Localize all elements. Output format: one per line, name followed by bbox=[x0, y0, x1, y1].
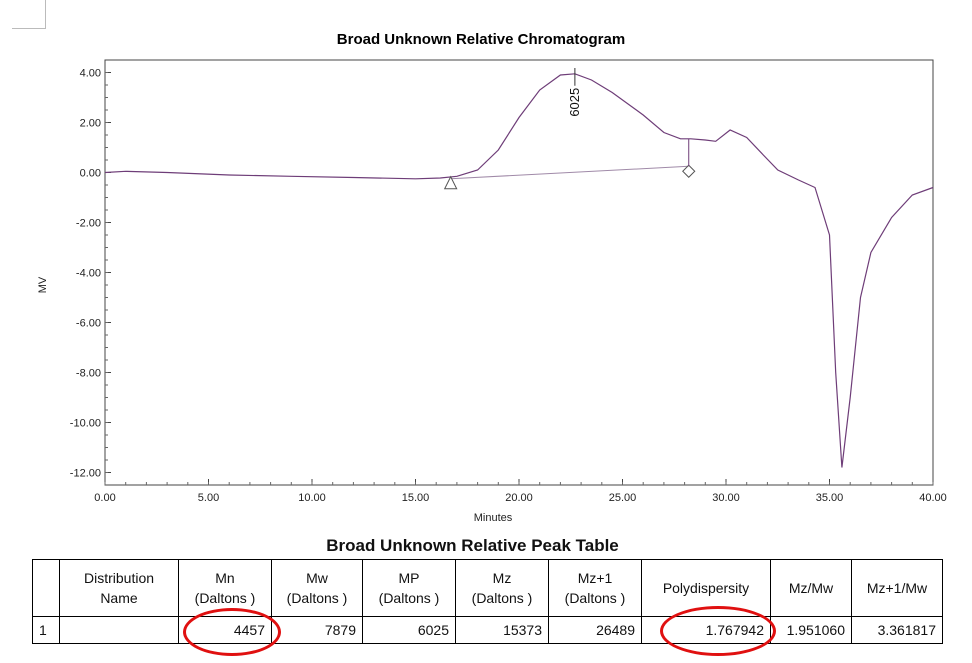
header-text: Distribution bbox=[83, 570, 155, 586]
peak-end-marker bbox=[682, 164, 696, 178]
cell-mw: 7879 bbox=[271, 616, 363, 644]
x-tick-label: 20.00 bbox=[505, 492, 533, 504]
table-header-row: Distribution Name Mn (Daltons ) Mw (Dalt… bbox=[32, 559, 943, 617]
header-mz1-mw: Mz+1/Mw bbox=[851, 559, 943, 617]
header-mn: Mn (Daltons ) bbox=[178, 559, 272, 617]
header-mz1: Mz+1 (Daltons ) bbox=[548, 559, 642, 617]
y-tick-labels: 4.00 2.00 0.00 -2.00 -4.00 -6.00 -8.00 -10.00 -1… bbox=[70, 68, 101, 480]
peak-baseline bbox=[450, 165, 689, 180]
cell-mp: 6025 bbox=[362, 616, 456, 644]
header-text: (Daltons ) bbox=[286, 590, 348, 606]
header-text: Mw bbox=[306, 570, 328, 586]
series-line bbox=[104, 73, 934, 468]
x-axis-label: Minutes bbox=[474, 512, 513, 524]
y-tick-label: 0.00 bbox=[80, 168, 101, 180]
header-index bbox=[32, 559, 60, 617]
y-tick-label: -10.00 bbox=[70, 418, 101, 430]
header-polydispersity: Polydispersity bbox=[641, 559, 771, 617]
x-tick-label: 0.00 bbox=[94, 492, 115, 504]
header-mz: Mz (Daltons ) bbox=[455, 559, 549, 617]
x-tick-label: 30.00 bbox=[712, 492, 740, 504]
header-mz-mw: Mz/Mw bbox=[770, 559, 852, 617]
x-tick-label: 15.00 bbox=[402, 492, 430, 504]
y-tick-label: -4.00 bbox=[76, 268, 101, 280]
cell-mn: 4457 bbox=[178, 616, 272, 644]
cell-mz-mw: 1.951060 bbox=[770, 616, 852, 644]
y-axis-label: MV bbox=[37, 276, 49, 293]
header-text: (Daltons ) bbox=[471, 590, 533, 606]
y-tick-label: 4.00 bbox=[80, 68, 101, 80]
x-tick-label: 35.00 bbox=[816, 492, 844, 504]
cell-index: 1 bbox=[32, 616, 60, 644]
y-tick-label: -6.00 bbox=[76, 318, 101, 330]
cell-mz: 15373 bbox=[455, 616, 549, 644]
header-text: MP bbox=[398, 570, 420, 586]
header-distribution-name: Distribution Name bbox=[59, 559, 179, 617]
peak-table: Distribution Name Mn (Daltons ) Mw (Dalt… bbox=[32, 559, 943, 644]
header-text: Mz+1 bbox=[577, 570, 613, 586]
peak-apex-label: 6025 bbox=[567, 88, 582, 117]
peak-start-marker bbox=[443, 175, 458, 190]
x-tick-labels: 0.00 5.00 10.00 15.00 20.00 25.00 30.00 35.00 40… bbox=[94, 492, 946, 504]
header-mw: Mw (Daltons ) bbox=[271, 559, 363, 617]
header-mp: MP (Daltons ) bbox=[362, 559, 456, 617]
y-tick-label: 2.00 bbox=[80, 118, 101, 130]
page-corner-mark bbox=[12, 28, 46, 29]
y-tick-label: -8.00 bbox=[76, 368, 101, 380]
header-text: Mn bbox=[215, 570, 235, 586]
page-corner-mark bbox=[45, 0, 46, 28]
x-tick-label: 10.00 bbox=[298, 492, 326, 504]
x-tick-label: 5.00 bbox=[198, 492, 219, 504]
header-text: (Daltons ) bbox=[564, 590, 626, 606]
y-tick-label: -12.00 bbox=[70, 468, 101, 480]
cell-polydispersity: 1.767942 bbox=[641, 616, 771, 644]
x-tick-label: 40.00 bbox=[919, 492, 947, 504]
cell-mz1-mw: 3.361817 bbox=[851, 616, 943, 644]
x-tick-label: 25.00 bbox=[609, 492, 637, 504]
y-tick-label: -2.00 bbox=[76, 218, 101, 230]
peak-table-title: Broad Unknown Relative Peak Table bbox=[326, 536, 619, 555]
chromatogram-chart: Broad Unknown Relative Chromatogram 0.00… bbox=[37, 31, 947, 524]
plot-frame bbox=[104, 59, 934, 486]
cell-distribution-name bbox=[59, 616, 179, 644]
header-text: Mz bbox=[492, 570, 512, 586]
header-text: Name bbox=[100, 590, 138, 606]
chart-title: Broad Unknown Relative Chromatogram bbox=[337, 31, 625, 48]
header-text: (Daltons ) bbox=[378, 590, 440, 606]
header-text: (Daltons ) bbox=[194, 590, 256, 606]
cell-mz1: 26489 bbox=[548, 616, 642, 644]
table-row: 1 4457 7879 6025 15373 26489 1.767942 1.… bbox=[32, 616, 943, 644]
